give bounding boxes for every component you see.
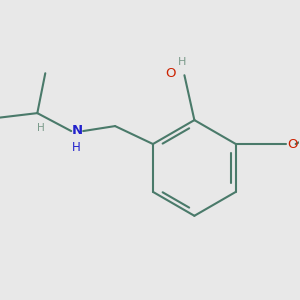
- Text: O: O: [165, 67, 176, 80]
- Text: H: H: [38, 123, 45, 133]
- Text: H: H: [178, 57, 187, 67]
- Text: N: N: [72, 124, 83, 136]
- Text: H: H: [72, 141, 81, 154]
- Text: O: O: [288, 137, 298, 151]
